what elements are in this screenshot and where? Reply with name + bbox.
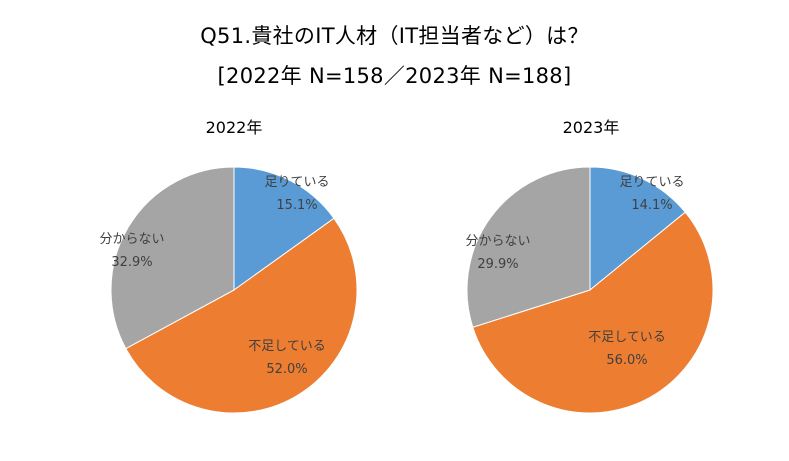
pie-2022-title: 2022年	[205, 118, 263, 137]
pie-slice-insufficient	[125, 217, 358, 414]
slice-category-label-sufficient: 足りている	[264, 175, 329, 190]
slice-category-label-insufficient: 不足している	[248, 339, 326, 354]
chart-title: Q51.貴社のIT人材（IT担当者など）は？	[200, 24, 589, 48]
pie-slice-sufficient	[233, 166, 335, 291]
pie-slice-unknown	[110, 166, 235, 350]
chart-subtitle: [2022年 N=158／2023年 N=188]	[217, 64, 572, 88]
slice-value-label-unknown: 32.9%	[111, 255, 152, 270]
pie-2023-title: 2023年	[562, 118, 620, 137]
slice-category-label-unknown: 分からない	[99, 232, 164, 247]
slice-value-label-insufficient: 52.0%	[266, 362, 307, 377]
slice-value-label-sufficient: 15.1%	[276, 198, 317, 213]
